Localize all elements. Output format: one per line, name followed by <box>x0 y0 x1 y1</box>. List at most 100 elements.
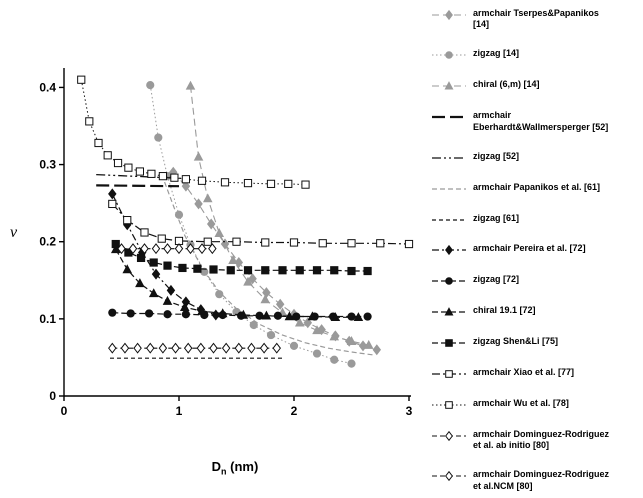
wu-armchair-78-marker <box>301 180 310 189</box>
legend-sample-zigzag-72 <box>432 277 466 286</box>
chiral-6m-14-marker <box>363 339 374 349</box>
x-tick-label: 1 <box>176 404 183 418</box>
legend-sample-dominguez-ab-initio-80 <box>432 430 466 442</box>
legend-item-dominguez-ab-initio-80: armchair Dominguez-Rodriguez et al. ab in… <box>431 429 641 452</box>
xiao-armchair-77-marker <box>232 237 241 246</box>
legend-sample-chiral-191-72 <box>432 307 466 316</box>
wu-armchair-78-marker <box>284 179 293 188</box>
legend-label-tserpes-armchair-14: armchair Tserpes&Papanikos [14] <box>473 8 599 30</box>
shen-li-zigzag-75-marker <box>226 266 235 275</box>
chiral-191-72-marker <box>162 295 173 305</box>
shen-li-zigzag-75-marker <box>330 266 339 275</box>
series-dominguez-ab-initio-80 <box>117 243 217 255</box>
chiral-191-72-line <box>115 249 359 318</box>
wu-armchair-78-marker <box>147 169 156 178</box>
legend-sample-zigzag-52 <box>432 157 466 159</box>
legend-sample-wu-armchair-78 <box>432 401 466 409</box>
eberhardt-armchair-52-line <box>96 184 180 188</box>
series-chiral-191-72 <box>110 244 364 322</box>
shen-li-zigzag-75-marker <box>295 266 304 275</box>
shen-li-zigzag-75-marker <box>163 261 172 270</box>
zigzag-14-marker <box>330 355 339 364</box>
dominguez-ab-initio-80-marker <box>445 430 453 442</box>
legend-sample-xiao-armchair-77 <box>432 370 466 378</box>
xiao-armchair-77-marker <box>376 239 385 248</box>
dominguez-ab-initio-80-marker <box>163 243 172 255</box>
wu-armchair-78-marker <box>135 167 145 176</box>
legend-item-chiral-191-72: chiral 19.1 [72] <box>431 305 641 318</box>
dominguez-ncm-80-marker <box>259 342 269 354</box>
legend-item-tserpes-armchair-14: armchair Tserpes&Papanikos [14] <box>431 8 641 31</box>
legend-item-wu-armchair-78: armchair Wu et al. [78] <box>431 398 641 411</box>
legend-label-chiral-6m-14: chiral (6,m) [14] <box>473 79 540 90</box>
zigzag-72-marker <box>145 309 154 318</box>
zigzag-14-marker <box>146 81 155 90</box>
xiao-armchair-77-marker <box>289 238 299 247</box>
y-tick-label: 0.4 <box>39 80 56 94</box>
xiao-armchair-77-marker <box>123 216 132 225</box>
chiral-191-72-marker <box>284 311 295 321</box>
legend-sample-tserpes-armchair-14 <box>432 9 466 21</box>
papanikos-armchair-61-line <box>161 174 375 356</box>
tserpes-armchair-14-line <box>172 171 377 351</box>
tserpes-armchair-14-marker <box>234 257 244 269</box>
dominguez-ab-initio-80-marker <box>208 243 217 255</box>
legend-item-zigzag-14: zigzag [14] <box>431 48 641 61</box>
chiral-6m-14-marker <box>312 325 322 335</box>
chiral-6m-14-marker <box>329 331 340 341</box>
legend-item-zigzag-52: zigzag [52] <box>431 151 641 164</box>
x-tick-label: 0 <box>61 404 68 418</box>
legend-label-dominguez-ab-initio-80: armchair Dominguez-Rodriguez et al. ab in… <box>473 428 610 451</box>
dominguez-ab-initio-80-marker <box>117 243 126 255</box>
tserpes-armchair-14-marker <box>248 273 257 285</box>
wu-armchair-78-marker <box>77 75 86 84</box>
wu-armchair-78-marker <box>243 178 253 188</box>
y-tick-label: 0.2 <box>39 235 56 249</box>
series-xiao-armchair-77 <box>108 199 414 249</box>
y-tick-label: 0.3 <box>39 158 56 172</box>
shen-li-zigzag-75-marker <box>111 239 120 249</box>
tserpes-armchair-14-marker <box>194 198 203 210</box>
legend-item-papanikos-armchair-61: armchair Papanikos et al. [61] <box>431 182 641 195</box>
chiral-191-72-marker <box>444 307 454 316</box>
x-axis-label-main: D <box>211 459 222 474</box>
legend-sample-dominguez-ncm-80 <box>432 471 466 482</box>
legend: armchair Tserpes&Papanikos [14] zigzag [14… <box>431 2 641 496</box>
legend-sample-chiral-6m-14 <box>432 81 466 90</box>
chiral-191-72-marker <box>307 311 318 321</box>
dominguez-ncm-80-marker <box>221 342 231 354</box>
dominguez-ncm-80-marker <box>120 342 130 354</box>
x-tick-label: 3 <box>406 404 413 418</box>
tserpes-armchair-14-marker <box>358 340 368 352</box>
zigzag-72-marker <box>181 310 190 319</box>
chiral-6m-14-marker <box>260 294 271 304</box>
legend-label-pereira-armchair-72: armchair Pereira et al. [72] <box>473 243 586 254</box>
dominguez-ncm-80-marker <box>247 342 256 354</box>
shen-li-zigzag-75-marker <box>445 339 453 348</box>
legend-label-wu-armchair-78: armchair Wu et al. [78] <box>473 398 569 409</box>
legend-label-zigzag-52: zigzag [52] <box>473 150 520 161</box>
chiral-6m-14-marker <box>444 81 454 90</box>
chiral-191-72-marker <box>330 312 341 322</box>
x-tick-label: 2 <box>291 404 298 418</box>
wu-armchair-78-marker <box>85 117 94 126</box>
wu-armchair-78-marker <box>103 151 112 160</box>
chiral-191-72-marker <box>353 312 364 322</box>
wu-armchair-78-marker <box>113 158 123 168</box>
dominguez-ab-initio-80-marker <box>128 243 138 255</box>
legend-item-shen-li-zigzag-75: zigzag Shen&Li [75] <box>431 336 641 349</box>
dominguez-ncm-80-marker <box>146 342 155 354</box>
chiral-191-72-marker <box>148 288 159 298</box>
chiral-191-72-marker <box>217 308 228 318</box>
zigzag-14-line <box>149 85 352 365</box>
wu-armchair-78-marker <box>158 172 168 181</box>
series-shen-li-zigzag-75 <box>111 239 372 276</box>
chiral-6m-14-marker <box>193 151 204 161</box>
legend-item-zigzag-72: zigzag [72] <box>431 274 641 287</box>
dominguez-ab-initio-80-marker <box>186 243 195 255</box>
wu-armchair-78-marker <box>94 138 103 148</box>
y-tick-label: 0 <box>49 389 56 403</box>
tserpes-armchair-14-marker <box>275 298 285 310</box>
shen-li-zigzag-75-marker <box>149 258 158 267</box>
